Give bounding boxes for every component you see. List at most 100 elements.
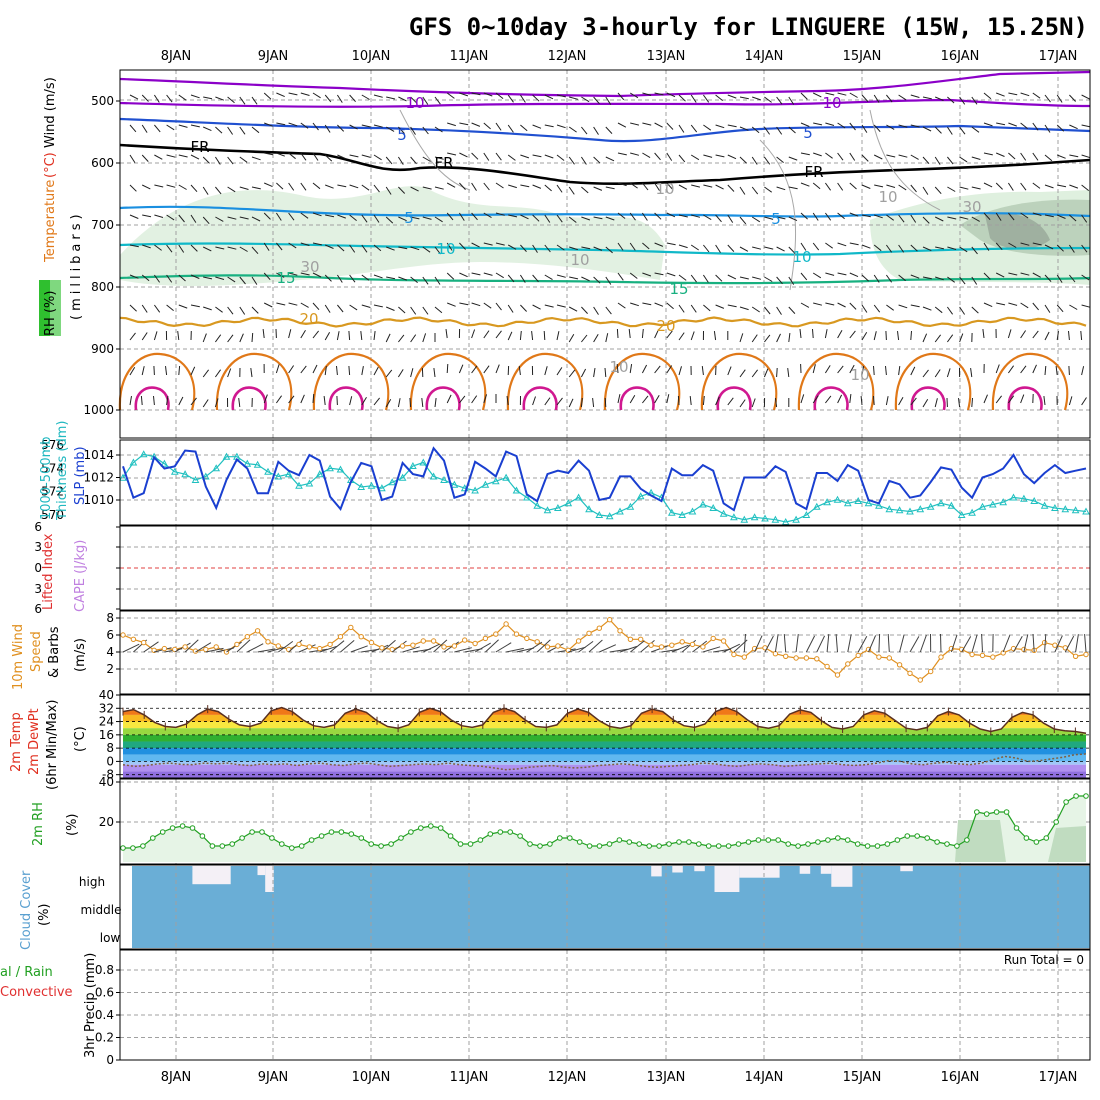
wind-barb [739,399,746,408]
date-label-bottom: 16JAN [941,1070,980,1085]
wind-barb [1044,154,1053,162]
wind-barb [678,274,687,281]
wind-barb [409,397,412,408]
thickness-point [1030,496,1039,504]
wind-barb [861,154,869,162]
wind-barb [873,331,877,341]
wind10m-barb [764,635,774,653]
date-label-top: 15JAN [843,49,882,64]
wind-barb [422,126,429,135]
wind-barb [713,331,717,341]
wind-barb [812,92,822,98]
rh-contour-line [399,109,471,191]
wind-barb [1081,124,1091,128]
wind-barb [885,244,893,253]
wind-barb [543,330,546,341]
wind10m-point [886,655,892,661]
wind-barb [849,272,859,278]
wind-barb [190,244,198,252]
wind-barb [312,212,322,217]
wind-barb [677,395,680,406]
contour-label: 10 [655,180,674,198]
wind-barb [898,94,907,101]
wind-barb [373,124,383,128]
wind-barb [141,154,149,162]
wind-barb [349,184,359,189]
wind10m-point [658,644,665,650]
rh2m-point [974,809,980,815]
wind-barb [263,394,268,404]
thickness-point [450,480,459,488]
wind-barb [262,329,265,339]
temperature-contour-25 [118,352,196,411]
wind-barb [348,365,351,376]
wind-barb [763,368,769,378]
rh2m-panel: 40 20 2m RH (%) [31,775,1091,865]
wind-barb [421,398,424,408]
wind-barb [507,154,516,161]
wind-barb [1057,214,1066,219]
slp-axes: 576 574 572 570 1014 1012 1010 [41,438,120,522]
wind-barb [398,96,407,102]
wind-barb [459,395,466,404]
thickness-point [1009,493,1018,501]
wind-barb [581,126,588,135]
rh2m-point [676,839,682,845]
thickness-point [605,512,614,520]
wind-barb [934,334,941,343]
wind10m-barb [878,633,881,653]
wind-barb [605,306,612,315]
wind-barb [434,398,437,408]
rh2m-point [477,837,484,843]
rh2m-point [755,837,762,843]
wind-barb [605,333,609,343]
wind-barb [958,398,961,408]
wind-barb [238,398,241,408]
wind-barb [1032,364,1037,374]
wind-barb [323,396,326,406]
wind-barb [776,96,783,105]
wind-barb [898,184,907,191]
wind-barb [788,186,798,190]
wind-barb [288,152,296,160]
wind-barb [507,94,514,103]
wind-barb [1044,365,1047,376]
thickness-point [688,507,697,515]
wind-barb [446,212,454,221]
thickness-point [315,470,324,478]
wind-barb [483,394,488,404]
cape-li-panel: 6 3 0 3 6 Lifted Index CAPE (J/kg) [34,520,1091,616]
wind-barb [1081,304,1091,308]
thickness-tick-label: 570 [41,508,64,522]
wind10m-barb [578,640,594,653]
wind10m-point [814,656,820,662]
cloud-cover-label: Cloud Cover [19,870,34,950]
wind-axis-label: Wind (m/s) [43,77,58,148]
thickness-point [274,472,283,480]
temperature-contour-minus10b [119,98,1091,108]
rh2m-point [795,843,801,849]
wind10m-point [555,643,561,649]
wind10m-barb [568,646,586,653]
rh2m-point [308,837,315,843]
wind-barb [935,96,944,101]
rh-contour-line [869,109,941,211]
wind-barb [703,244,710,253]
wind-barb [459,242,466,250]
wind10m-barb [909,636,920,653]
wind-barb [336,331,340,341]
wind-barb [654,182,660,191]
thickness-point [740,515,749,523]
wind-barb [983,242,990,251]
wind-barb [153,395,155,406]
wind-barb [727,154,737,160]
wind-barb [763,126,771,135]
wind-barb [325,184,334,189]
wind-barb [1007,182,1014,191]
thickness-point [170,467,179,475]
wind-barb [874,184,884,188]
wind-barb [202,333,207,343]
wind-barb [983,302,993,308]
wind-barb [604,397,607,408]
